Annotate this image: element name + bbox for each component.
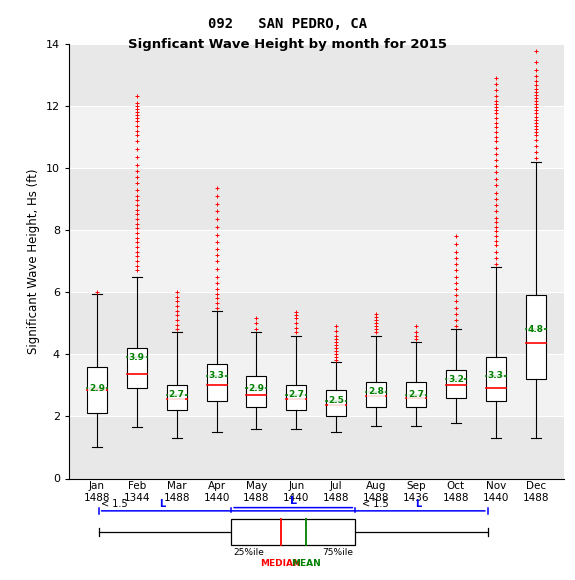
Text: 4.8: 4.8 xyxy=(528,325,543,334)
Text: 3.3: 3.3 xyxy=(488,371,504,380)
Text: 2.7: 2.7 xyxy=(168,390,185,399)
Bar xyxy=(69,292,564,354)
Text: L: L xyxy=(290,496,297,506)
Bar xyxy=(69,354,564,416)
Bar xyxy=(69,168,564,230)
Bar xyxy=(69,106,564,168)
Text: 2.7: 2.7 xyxy=(288,390,304,399)
Bar xyxy=(247,376,266,407)
Text: Signficant Wave Height by month for 2015: Signficant Wave Height by month for 2015 xyxy=(128,38,447,50)
Bar xyxy=(127,348,147,389)
Bar xyxy=(526,295,546,379)
Bar xyxy=(446,370,466,398)
Text: 2.5: 2.5 xyxy=(328,396,344,405)
Text: 25%ile: 25%ile xyxy=(233,548,264,557)
Text: 2.7: 2.7 xyxy=(408,390,424,399)
Bar xyxy=(406,382,426,407)
Text: L: L xyxy=(159,499,165,509)
Text: 2.9: 2.9 xyxy=(248,384,264,393)
Text: 3.3: 3.3 xyxy=(209,371,224,380)
Bar xyxy=(326,390,346,416)
Text: 092   SAN PEDRO, CA: 092 SAN PEDRO, CA xyxy=(208,17,367,31)
Text: 2.8: 2.8 xyxy=(368,387,384,396)
Bar xyxy=(366,382,386,407)
Bar xyxy=(69,44,564,106)
Bar xyxy=(486,357,505,401)
Bar xyxy=(231,519,355,545)
Text: L: L xyxy=(415,499,421,509)
Text: MEAN: MEAN xyxy=(291,559,320,568)
Text: 2.9: 2.9 xyxy=(89,384,105,393)
Text: < 1.5: < 1.5 xyxy=(362,499,392,509)
Text: MEDIAN: MEDIAN xyxy=(260,559,301,568)
Bar xyxy=(286,385,306,410)
Bar xyxy=(206,364,227,401)
Text: 75%ile: 75%ile xyxy=(322,548,353,557)
Text: 3.2: 3.2 xyxy=(448,375,464,383)
Bar xyxy=(87,367,107,413)
Bar xyxy=(69,416,564,478)
Text: < 1.5: < 1.5 xyxy=(101,499,131,509)
Bar xyxy=(69,230,564,292)
Bar xyxy=(167,385,187,410)
Y-axis label: Significant Wave Height, Hs (ft): Significant Wave Height, Hs (ft) xyxy=(27,168,40,354)
Text: 3.9: 3.9 xyxy=(129,353,145,362)
